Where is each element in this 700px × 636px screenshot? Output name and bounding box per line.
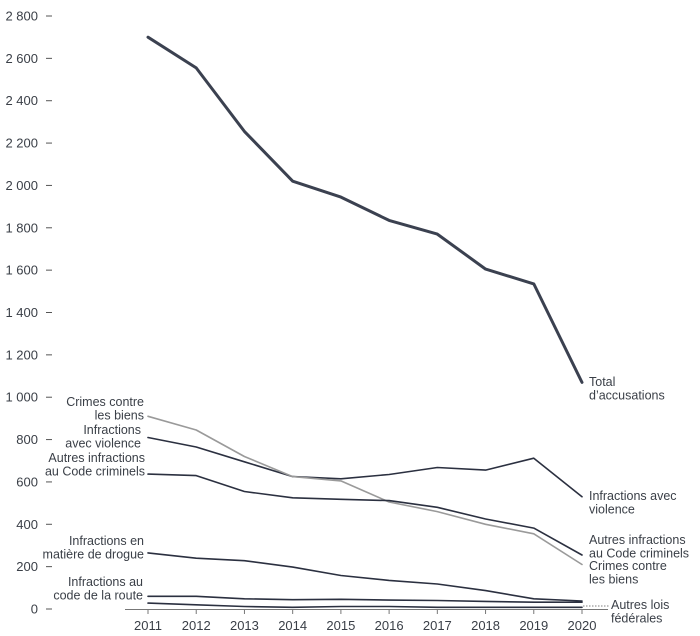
y-tick-label: 1 600 bbox=[5, 263, 38, 278]
x-tick-label: 2018 bbox=[471, 618, 500, 633]
x-tick-label: 2015 bbox=[326, 618, 355, 633]
series-label-text: Autres lois bbox=[611, 598, 669, 612]
y-tick-label: 2 600 bbox=[5, 51, 38, 66]
series-label-text: fédérales bbox=[611, 612, 662, 626]
series-label-text: Autres infractions bbox=[589, 533, 686, 547]
y-tick-label: 1 800 bbox=[5, 220, 38, 235]
series-line-infractions-avec-violence bbox=[147, 436, 583, 498]
series-label-text: au Code criminels bbox=[589, 547, 689, 561]
x-tick-label: 2011 bbox=[134, 618, 162, 633]
x-tick-label: 2020 bbox=[568, 618, 597, 633]
y-tick-label: 2 200 bbox=[5, 136, 38, 151]
y-tick-label: 2 400 bbox=[5, 93, 38, 108]
series-label-text: Infractions bbox=[83, 423, 141, 437]
series-label-text: matière de drogue bbox=[43, 548, 145, 562]
series-line-infractions-au-code-de-la-route bbox=[147, 595, 583, 604]
y-tick-label: 2 800 bbox=[5, 9, 38, 24]
series-label-text: Total bbox=[589, 375, 615, 389]
series-line-crimes-contre-les-biens bbox=[147, 415, 583, 566]
series-layer bbox=[146, 35, 584, 609]
series-label-text: Infractions en bbox=[69, 534, 144, 548]
series-line-autres-infractions-au-code-criminels bbox=[147, 473, 583, 556]
y-tick-label: 600 bbox=[16, 474, 38, 489]
x-tick-label: 2013 bbox=[230, 618, 259, 633]
x-tick-label: 2016 bbox=[375, 618, 404, 633]
series-label-text: d’accusations bbox=[589, 389, 665, 403]
series-label-text: violence bbox=[589, 503, 635, 517]
series-label-text: Crimes contre bbox=[589, 559, 667, 573]
y-tick-label: 400 bbox=[16, 517, 38, 532]
y-tick-label: 200 bbox=[16, 559, 38, 574]
y-tick-label: 0 bbox=[31, 602, 38, 617]
x-tick-label: 2017 bbox=[423, 618, 452, 633]
series-line-autres-lois-federales bbox=[147, 602, 583, 609]
x-tick-label: 2014 bbox=[278, 618, 307, 633]
x-tick-label: 2019 bbox=[519, 618, 548, 633]
series-label-text: code de la route bbox=[53, 589, 143, 603]
series-label-text: avec violence bbox=[65, 437, 141, 451]
series-label-text: Infractions au bbox=[68, 575, 143, 589]
series-label-text: les biens bbox=[95, 409, 144, 423]
y-tick-label: 1 400 bbox=[5, 305, 38, 320]
y-axis: 0 200 400 600 800 1 000 1 200 1 400 1 600 1 800 2 … bbox=[5, 9, 52, 617]
series-label-text: au Code criminels bbox=[45, 465, 145, 479]
y-tick-label: 800 bbox=[16, 432, 38, 447]
y-tick-label: 1 000 bbox=[5, 390, 38, 405]
series-label-text: Autres infractions bbox=[48, 451, 145, 465]
y-tick-label: 2 000 bbox=[5, 178, 38, 193]
x-tick-label: 2012 bbox=[182, 618, 211, 633]
series-line-infractions-en-matiere-de-drogue bbox=[147, 552, 583, 602]
series-label-text: Infractions avec bbox=[589, 489, 677, 503]
series-label-text: les biens bbox=[589, 573, 638, 587]
series-line-total-d-accusations bbox=[146, 35, 584, 384]
series-label-text: Crimes contre bbox=[66, 395, 144, 409]
y-tick-label: 1 200 bbox=[5, 347, 38, 362]
x-axis: 2011 2012 2013 2014 2015 2016 2017 2018 2019 2020 bbox=[125, 609, 608, 633]
